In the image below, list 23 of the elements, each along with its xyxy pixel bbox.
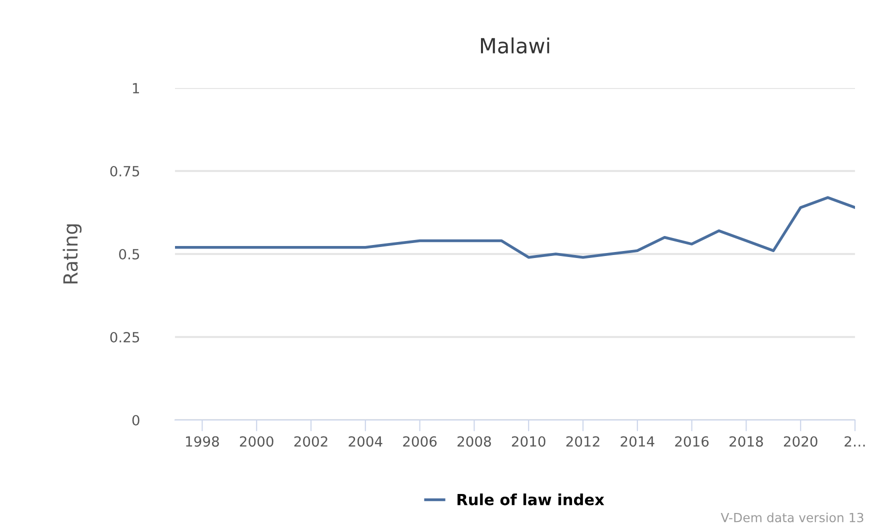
x-tick-label: 2020 (784, 436, 818, 447)
x-tick-label: 2014 (620, 436, 654, 447)
x-tick-label: 2008 (458, 436, 491, 447)
x-tick-label: 2018 (730, 436, 763, 447)
x-tick-label: 2016 (675, 436, 709, 447)
y-tick-label: 0 (132, 414, 140, 426)
line-series (175, 196, 855, 259)
y-tick-label: 0.25 (110, 332, 140, 342)
x-tick-label: 2012 (566, 436, 600, 447)
x-tick-label: 2010 (512, 436, 546, 447)
y-tick-label: 1 (132, 83, 139, 94)
y-tick-label: 0.75 (110, 166, 140, 176)
text: V-Dem data version 13 (720, 512, 864, 522)
x-tick-label: 2002 (294, 436, 328, 447)
legend-label: Rule of law index (458, 494, 604, 506)
x-tick-label: 2006 (403, 436, 437, 447)
x-tick-label: 2000 (240, 436, 274, 447)
y-axis-title: Rating (62, 224, 82, 284)
x-tick-label: 2004 (348, 436, 382, 447)
chart-title: Malawi (480, 37, 550, 54)
x-tick-label: 1998 (186, 436, 219, 447)
y-tick-label: 0.5 (119, 248, 140, 260)
x-tick-label: 2… (844, 436, 865, 447)
